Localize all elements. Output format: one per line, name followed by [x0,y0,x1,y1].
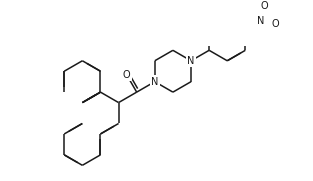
Text: N: N [187,56,195,66]
Text: N: N [257,16,264,26]
Text: O: O [261,1,268,11]
Text: O: O [123,70,131,80]
Text: N: N [151,77,158,87]
Text: O: O [271,19,279,29]
